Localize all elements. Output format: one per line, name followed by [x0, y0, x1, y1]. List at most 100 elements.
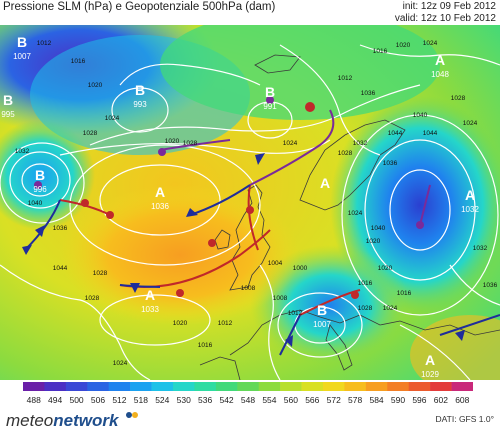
- iceland: [254, 54, 301, 74]
- scale-tick-label: 554: [262, 395, 276, 405]
- isobar-north-4: [279, 44, 381, 156]
- warm-front-symbol: [246, 206, 254, 214]
- occluded-front-symbol: [266, 96, 274, 104]
- scale-tick-label: 512: [112, 395, 126, 405]
- weather-map: B 1007 B 995 B 993 B 991 B 996 A 1036 A …: [0, 25, 500, 380]
- warm-front-symbol: [351, 291, 359, 299]
- center-value: 1007: [313, 320, 331, 329]
- color-swatch: [44, 382, 67, 391]
- isobar-label: 1024: [383, 305, 398, 312]
- color-swatch: [130, 382, 152, 391]
- isobar-high-1032: [69, 144, 261, 266]
- scale-tick-label: 572: [327, 395, 341, 405]
- isobar-east-2: [364, 139, 476, 281]
- center-value: 1032: [461, 205, 479, 214]
- cold-front-3: [119, 284, 161, 288]
- isobar-med-low-2: [277, 292, 363, 358]
- center-letter: A: [425, 352, 435, 368]
- run-times: init: 12z 09 Feb 2012 valid: 12z 10 Feb …: [395, 1, 496, 25]
- isobar-southeast: [449, 264, 500, 306]
- isobar-low-west-2: [9, 151, 71, 209]
- isobar-label: 1024: [463, 120, 478, 127]
- isobar-label: 1028: [358, 305, 373, 312]
- scale-tick-label: 608: [455, 395, 469, 405]
- scale-tick-label: 584: [369, 395, 383, 405]
- meteonetwork-logo: meteonetwork: [6, 411, 139, 431]
- isobar-south-3: [399, 324, 471, 380]
- isobar-label: 1028: [93, 270, 108, 277]
- isobar-low-west-3: [0, 142, 85, 224]
- isobar-low-993: [111, 87, 169, 133]
- color-swatch: [430, 382, 452, 391]
- center-value: 1033: [141, 305, 159, 314]
- color-swatch: [451, 382, 473, 391]
- scale-tick-label: 500: [69, 395, 83, 405]
- isobar-label: 1024: [423, 40, 438, 47]
- isobar-label: 1016: [397, 290, 412, 297]
- isobar-label: 1020: [366, 238, 381, 245]
- isobar-label: 1028: [85, 295, 100, 302]
- isobar-label: 1024: [283, 140, 298, 147]
- isobar-label: 1024: [105, 115, 120, 122]
- center-value: 1007: [13, 52, 31, 61]
- geopotential-color-scale: 488 494 500 506 512 518 524 530 536 542 548 554 560 5…: [23, 382, 473, 405]
- cold-front-east: [439, 314, 500, 336]
- isobar-label: 1012: [338, 75, 353, 82]
- color-swatch: [280, 382, 302, 391]
- scandinavia: [299, 119, 406, 211]
- color-swatch: [173, 382, 195, 391]
- brand-light: meteo: [6, 411, 54, 430]
- scale-tick-label: 494: [48, 395, 62, 405]
- center-letter: B: [17, 34, 27, 50]
- occluded-front: [249, 109, 335, 186]
- cold-front-symbol: [255, 153, 265, 165]
- color-swatch: [258, 382, 281, 391]
- ireland: [214, 229, 231, 250]
- isobar-low-west-1: [21, 163, 59, 197]
- isobar-label: 1012: [288, 310, 303, 317]
- center-value: 1029: [421, 370, 439, 379]
- center-value: 993: [133, 100, 147, 109]
- mediterranean-north-coast: [229, 309, 500, 356]
- isobar-east-1: [389, 169, 451, 251]
- occluded-front-symbol: [416, 221, 424, 229]
- scale-tick-label: 536: [198, 395, 212, 405]
- center-value: 996: [33, 185, 47, 194]
- warm-front-med: [299, 289, 361, 316]
- color-swatch: [87, 382, 110, 391]
- isobar-label: 1028: [183, 140, 198, 147]
- isobar-label: 1028: [338, 150, 353, 157]
- center-value: 1048: [431, 70, 449, 79]
- isobar-label: 1004: [268, 260, 283, 267]
- isobar-label: 1024: [348, 210, 363, 217]
- cold-front-symbol: [285, 335, 293, 347]
- isobar-label: 1040: [371, 225, 386, 232]
- color-swatch: [23, 382, 45, 391]
- warm-ridge: [60, 185, 300, 325]
- color-swatch: [65, 382, 88, 391]
- isobar-label: 1036: [383, 160, 398, 167]
- isobar-label: 1040: [413, 112, 428, 119]
- warm-southeast: [410, 315, 500, 380]
- isobar-label: 1036: [483, 282, 498, 289]
- isobar-label: 1036: [361, 90, 376, 97]
- isobar-label: 1000: [293, 265, 308, 272]
- center-value: 995: [1, 110, 15, 119]
- iberia: [199, 356, 241, 380]
- center-letter: A: [320, 175, 330, 191]
- isobar-label: 1020: [88, 82, 103, 89]
- center-letter: B: [3, 92, 13, 108]
- isobar-label: 1040: [28, 200, 43, 207]
- isobar-label: 1008: [273, 295, 288, 302]
- scale-tick-label: 518: [134, 395, 148, 405]
- isobar-label: 1016: [71, 58, 86, 65]
- center-letter: A: [465, 187, 475, 203]
- scale-tick-label: 548: [241, 395, 255, 405]
- occluded-front-2: [159, 139, 231, 151]
- warm-front-symbol: [305, 102, 315, 112]
- center-letter: A: [145, 287, 155, 303]
- isobar-high-1033: [99, 294, 211, 346]
- pressure-centers: B 1007 B 995 B 993 B 991 B 996 A 1036 A …: [1, 34, 479, 379]
- occluded-front-symbol: [34, 181, 42, 189]
- isobar-label: 1032: [353, 140, 368, 147]
